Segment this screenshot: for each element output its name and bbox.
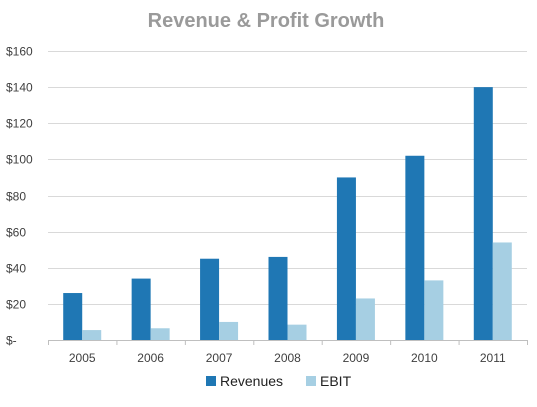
x-tick-label: 2007 xyxy=(206,351,233,365)
bar-revenues-2010 xyxy=(405,155,425,340)
y-tick-label: $100 xyxy=(6,153,33,167)
x-tick-label: 2008 xyxy=(274,351,301,365)
bar-ebit-2009 xyxy=(355,298,375,340)
bar-revenues-2007 xyxy=(200,258,220,340)
x-tick-label: 2011 xyxy=(480,351,506,365)
x-axis: 2005 2006 2007 2008 2009 2010 2011 xyxy=(48,340,528,365)
bar-revenues-2011 xyxy=(473,87,493,340)
bar-ebit-2007 xyxy=(219,321,239,340)
legend: Revenues EBIT xyxy=(206,373,352,389)
legend-swatch-ebit xyxy=(306,376,316,386)
legend-swatch-revenues xyxy=(206,376,216,386)
y-tick-label: $160 xyxy=(6,45,33,59)
y-tick-label: $80 xyxy=(6,190,26,204)
y-tick-label: $140 xyxy=(6,81,33,95)
y-tick-label: $20 xyxy=(6,298,26,312)
legend-label-ebit: EBIT xyxy=(320,373,352,389)
x-tick-label: 2005 xyxy=(69,351,96,365)
y-axis: $- $20 $40 $60 $80 $100 $120 $140 $160 xyxy=(6,45,33,348)
bar-revenues-2009 xyxy=(336,177,356,340)
y-tick-label: $- xyxy=(6,334,17,348)
bar-ebit-2010 xyxy=(424,280,444,340)
bar-ebit-2008 xyxy=(287,324,307,340)
x-tick-label: 2010 xyxy=(411,351,438,365)
bar-revenues-2005 xyxy=(63,293,83,340)
bar-ebit-2006 xyxy=(150,328,170,340)
bar-ebit-2005 xyxy=(82,330,102,340)
gridlines xyxy=(48,51,527,305)
bar-revenues-2008 xyxy=(268,256,288,340)
y-tick-label: $60 xyxy=(6,226,26,240)
x-tick-label: 2009 xyxy=(343,351,370,365)
bar-revenues-2006 xyxy=(131,278,151,340)
y-tick-label: $40 xyxy=(6,262,26,276)
bars xyxy=(63,87,512,340)
bar-ebit-2011 xyxy=(492,242,512,340)
x-tick-label: 2006 xyxy=(137,351,164,365)
y-tick-label: $120 xyxy=(6,117,33,131)
legend-label-revenues: Revenues xyxy=(220,373,283,389)
chart-title: Revenue & Profit Growth xyxy=(148,10,385,32)
